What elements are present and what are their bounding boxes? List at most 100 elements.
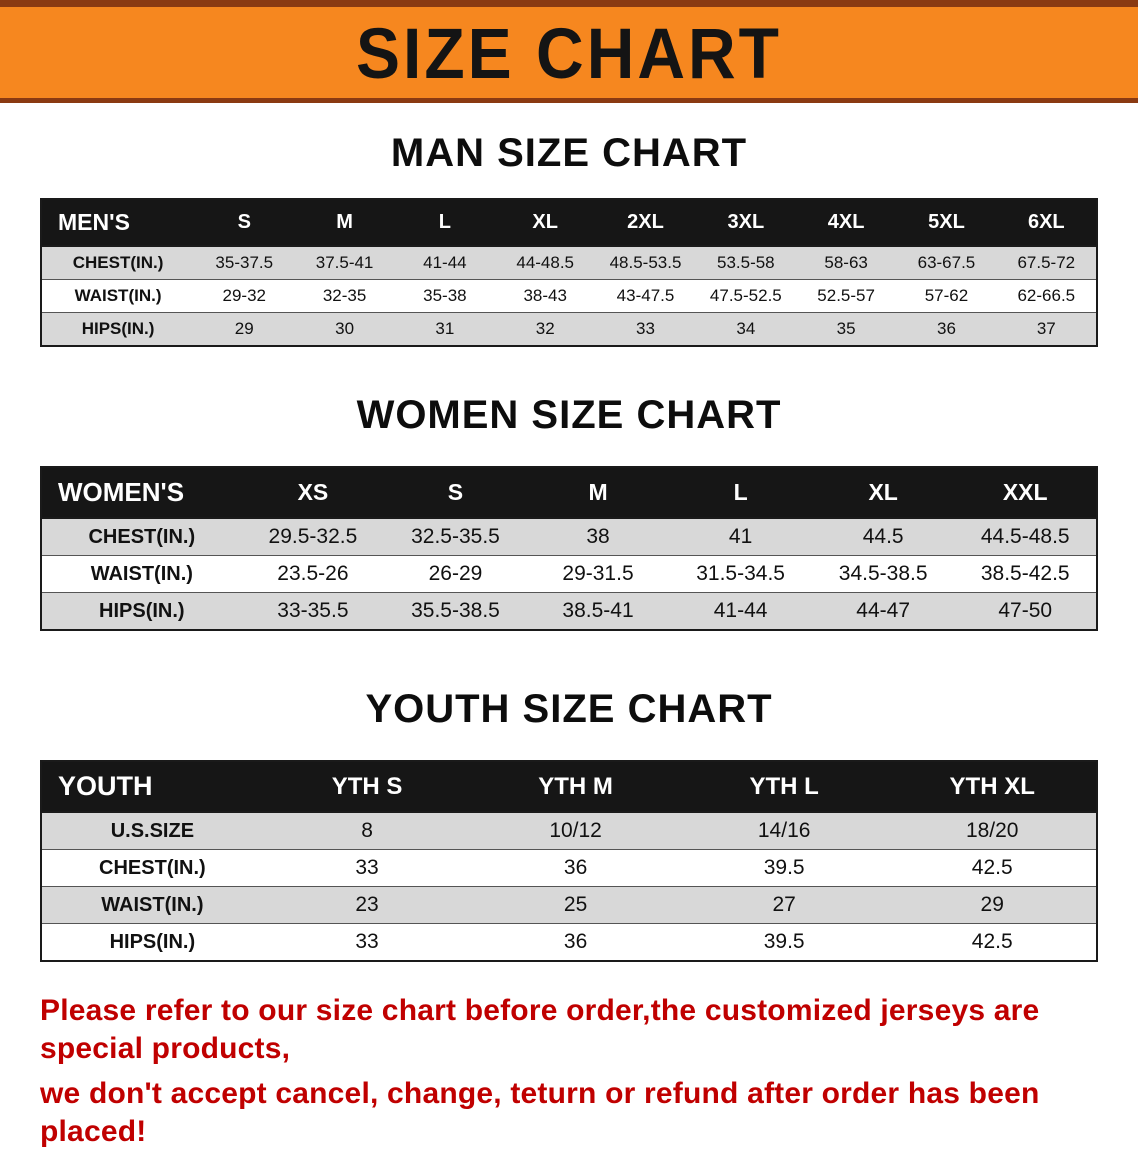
size-value-cell: 44-48.5 — [516, 253, 575, 272]
men-size-table: MEN'S S M L XL 2XL 3XL 4XL 5XL 6XL CHEST(IN.) 35-37… — [40, 198, 1098, 347]
table-row: CHEST(IN.) 35-37.5 37.5-41 41-44 44-48.5 48.5… — [41, 246, 1097, 280]
row-label: HIPS(IN.) — [81, 319, 155, 338]
size-value-cell: 29.5-32.5 — [268, 525, 358, 548]
table-row: WAIST(IN.) 23.5-26 26-29 29-31.5 31.5-34.5 34… — [41, 555, 1097, 593]
section-women: WOMEN SIZE CHART WOMEN'S XS S M L XL XXL CHEST(… — [0, 393, 1138, 631]
size-value-cell: 37 — [1036, 319, 1056, 338]
size-value-cell: 23 — [355, 893, 379, 916]
size-column-header: M — [294, 199, 395, 247]
size-value-cell: 44-47 — [856, 599, 911, 622]
size-column-header: XL — [811, 467, 955, 519]
size-value-cell: 10/12 — [549, 819, 602, 842]
size-value-cell: 31.5-34.5 — [696, 562, 785, 585]
size-value-cell: 32.5-35.5 — [411, 525, 500, 548]
size-value-cell: 34 — [736, 319, 756, 338]
size-value-cell: 38.5-42.5 — [980, 562, 1070, 585]
size-value-cell: 32 — [535, 319, 555, 338]
size-value-cell: 57-62 — [924, 286, 969, 305]
size-value-cell: 41 — [728, 525, 753, 548]
size-value-cell: 44.5 — [862, 525, 904, 548]
table-row: CHEST(IN.) 33 36 39.5 42.5 — [41, 849, 1097, 887]
size-value-cell: 38 — [586, 525, 610, 548]
section-men: MAN SIZE CHART MEN'S S M L XL 2XL 3XL 4XL 5XL 6XL… — [0, 131, 1138, 347]
row-label: HIPS(IN.) — [99, 599, 185, 622]
size-value-cell: 48.5-53.5 — [609, 253, 682, 272]
size-value-cell: 35.5-38.5 — [411, 599, 500, 622]
table-row: U.S.SIZE 8 10/12 14/16 18/20 — [41, 812, 1097, 850]
size-value-cell: 36 — [936, 319, 956, 338]
size-value-cell: 39.5 — [763, 930, 805, 953]
size-value-cell: 30 — [335, 319, 355, 338]
row-label: CHEST(IN.) — [99, 856, 206, 879]
size-value-cell: 33 — [355, 856, 379, 879]
size-value-cell: 38.5-41 — [562, 599, 634, 622]
table-row: CHEST(IN.) 29.5-32.5 32.5-35.5 38 41 44.5 44.5… — [41, 518, 1097, 556]
size-value-cell: 42.5 — [971, 930, 1013, 953]
table-row: HIPS(IN.) 33 36 39.5 42.5 — [41, 923, 1097, 961]
size-value-cell: 41-44 — [423, 253, 467, 272]
size-value-cell: 41-44 — [713, 599, 768, 622]
size-column-header: L — [669, 467, 812, 519]
size-column-header: M — [526, 467, 670, 519]
size-column-header: YTH L — [679, 761, 889, 813]
men-section-heading: MAN SIZE CHART — [390, 131, 748, 175]
size-value-cell: 33 — [355, 930, 379, 953]
row-label: U.S.SIZE — [110, 819, 195, 842]
size-value-cell: 14/16 — [757, 819, 811, 842]
notice-line-2: we don't accept cancel, change, teturn o… — [40, 1077, 1040, 1148]
size-column-header: 5XL — [896, 199, 997, 247]
youth-section-heading: YOUTH SIZE CHART — [365, 687, 773, 731]
size-column-header: YTH S — [262, 761, 472, 813]
size-column-header: XS — [241, 467, 385, 519]
size-value-cell: 38-43 — [523, 286, 567, 305]
chart-sections: MAN SIZE CHART MEN'S S M L XL 2XL 3XL 4XL 5XL 6XL… — [0, 131, 1138, 962]
size-value-cell: 35 — [836, 319, 856, 338]
size-value-cell: 52.5-57 — [817, 286, 875, 305]
size-value-cell: 23.5-26 — [277, 562, 349, 585]
table-header-row: YOUTH YTH S YTH M YTH L YTH XL — [41, 761, 1097, 813]
row-label: WAIST(IN.) — [90, 562, 193, 585]
table-corner-header: YOUTH — [41, 761, 263, 813]
size-value-cell: 32-35 — [322, 286, 367, 305]
table-header-row: WOMEN'S XS S M L XL XXL — [41, 467, 1097, 519]
banner: SIZE CHART — [0, 0, 1138, 103]
table-row: WAIST(IN.) 29-32 32-35 35-38 38-43 43-47.5 47.… — [41, 279, 1097, 313]
size-value-cell: 67.5-72 — [1017, 253, 1076, 272]
size-value-cell: 29 — [980, 893, 1004, 916]
size-value-cell: 43-47.5 — [616, 286, 675, 305]
size-column-header: YTH M — [471, 761, 680, 813]
size-column-header: S — [384, 467, 527, 519]
section-youth: YOUTH SIZE CHART YOUTH YTH S YTH M YTH L YTH… — [0, 687, 1138, 962]
size-value-cell: 29-31.5 — [562, 562, 634, 585]
table-row: HIPS(IN.) 29 30 31 32 33 34 35 36 37 — [41, 312, 1097, 346]
table-corner-header: WOMEN'S — [41, 467, 242, 519]
size-value-cell: 63-67.5 — [917, 253, 976, 272]
size-value-cell: 58-63 — [824, 253, 868, 272]
size-value-cell: 35-37.5 — [215, 253, 274, 272]
size-value-cell: 29-32 — [222, 286, 266, 305]
size-value-cell: 25 — [563, 893, 588, 916]
size-column-header: XL — [495, 199, 596, 247]
size-value-cell: 35-38 — [423, 286, 467, 305]
youth-size-table: YOUTH YTH S YTH M YTH L YTH XL U.S.SIZE 8 10/12… — [40, 760, 1098, 962]
size-column-header: XXL — [954, 467, 1097, 519]
size-value-cell: 26-29 — [428, 562, 483, 585]
size-value-cell: 53.5-58 — [716, 253, 775, 272]
size-value-cell: 27 — [772, 893, 796, 916]
size-column-header: S — [194, 199, 295, 247]
size-column-header: 6XL — [996, 199, 1097, 247]
size-column-header: 4XL — [795, 199, 897, 247]
table-row: HIPS(IN.) 33-35.5 35.5-38.5 38.5-41 41-44 44-… — [41, 592, 1097, 630]
size-value-cell: 33-35.5 — [277, 599, 349, 622]
women-size-table: WOMEN'S XS S M L XL XXL CHEST(IN.) 29.5-32.5 32.5… — [40, 466, 1098, 631]
size-value-cell: 39.5 — [763, 856, 805, 879]
size-value-cell: 33 — [636, 319, 655, 338]
table-row: WAIST(IN.) 23 25 27 29 — [41, 886, 1097, 924]
table-corner-header: MEN'S — [41, 199, 195, 247]
table-header-row: MEN'S S M L XL 2XL 3XL 4XL 5XL 6XL — [41, 199, 1097, 247]
size-value-cell: 29 — [234, 319, 254, 338]
row-label: CHEST(IN.) — [72, 253, 164, 272]
size-value-cell: 62-66.5 — [1017, 286, 1076, 305]
size-value-cell: 36 — [563, 930, 588, 953]
